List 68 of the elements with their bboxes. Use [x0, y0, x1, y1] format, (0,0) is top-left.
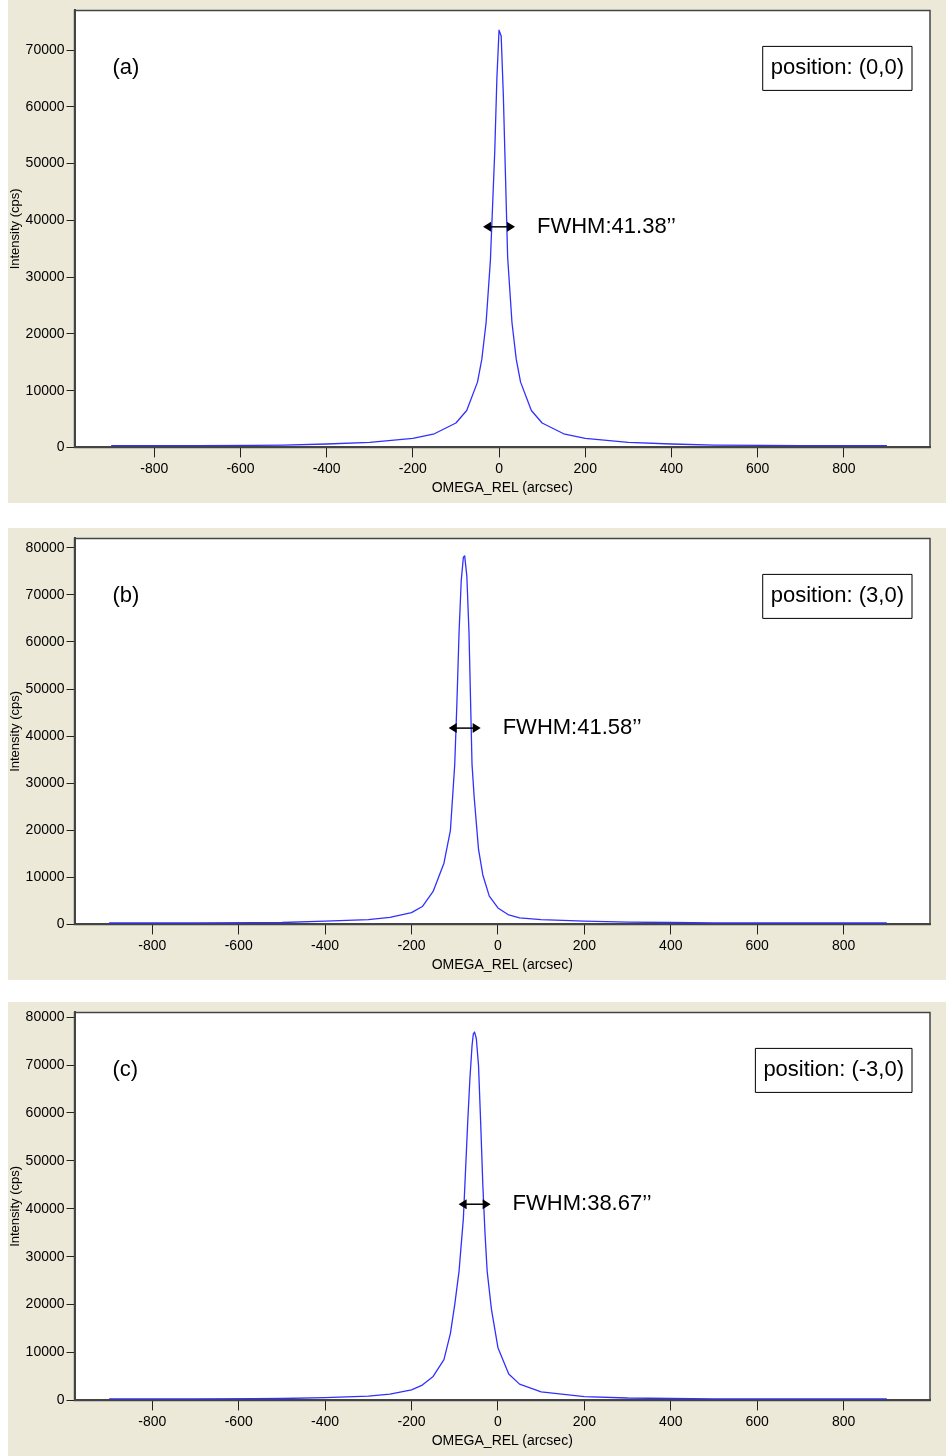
y-tick-label: 50000 [25, 679, 65, 696]
x-tick-label: 400 [659, 936, 683, 953]
y-tick-label: 20000 [25, 324, 65, 341]
y-tick-label: 50000 [25, 1151, 65, 1168]
y-tick-label: 50000 [25, 154, 65, 171]
x-tick-label: -800 [138, 1412, 167, 1429]
x-tick-label: -400 [311, 936, 340, 953]
y-tick-label: 40000 [25, 211, 65, 228]
x-tick-label: 600 [745, 936, 770, 953]
y-tick-label: 10000 [25, 868, 65, 885]
y-tick-label: 70000 [25, 40, 65, 57]
y-tick-label: 80000 [25, 538, 65, 555]
annotation: FWHM:41.38’’ [537, 212, 676, 238]
x-tick-label: 200 [572, 936, 597, 953]
y-axis-title: Intensity (cps) [7, 690, 23, 772]
y-tick-label: 80000 [25, 1008, 65, 1025]
y-tick-label: 30000 [25, 774, 65, 791]
x-tick-label: -400 [311, 1412, 340, 1429]
x-tick-label: 0 [494, 1412, 503, 1429]
y-tick-label: 0 [56, 438, 65, 455]
annotation: position: (-3,0) [763, 1056, 904, 1082]
annotation: FWHM:38.67’’ [512, 1190, 652, 1216]
y-tick-label: 60000 [25, 97, 65, 114]
x-tick-label: 800 [832, 459, 856, 476]
y-tick-label: 70000 [25, 585, 65, 602]
y-tick-label: 30000 [25, 1247, 65, 1264]
x-tick-label: -800 [138, 936, 167, 953]
y-tick-label: 60000 [25, 1103, 65, 1120]
y-tick-label: 10000 [25, 1343, 65, 1360]
x-axis-title: OMEGA_REL (arcsec) [431, 479, 573, 496]
y-axis-title: Intensity (cps) [7, 188, 23, 270]
x-tick-label: 800 [831, 1412, 856, 1429]
y-tick-label: 60000 [25, 632, 65, 649]
y-tick-label: 20000 [25, 1295, 65, 1312]
y-tick-label: 30000 [25, 268, 65, 284]
annotation: (b) [112, 582, 140, 608]
x-tick-label: 400 [659, 1412, 683, 1429]
x-tick-label: 200 [572, 1412, 597, 1429]
y-axis-title: Intensity (cps) [7, 1165, 23, 1247]
y-tick-label: 10000 [25, 381, 65, 398]
x-axis-title: OMEGA_REL (arcsec) [431, 956, 573, 973]
y-tick-label: 40000 [25, 1199, 65, 1216]
x-tick-label: 600 [745, 1412, 770, 1429]
annotation: position: (0,0) [770, 54, 904, 80]
x-tick-label: 0 [494, 936, 503, 953]
y-tick-label: 40000 [25, 726, 65, 743]
x-tick-label: -800 [140, 459, 169, 476]
x-axis-title: OMEGA_REL (arcsec) [431, 1432, 573, 1449]
annotation: FWHM:41.58’’ [502, 714, 642, 740]
y-tick-label: 20000 [25, 821, 65, 838]
x-tick-label: -600 [226, 459, 255, 476]
x-tick-label: -600 [224, 1412, 253, 1429]
x-tick-label: 600 [745, 459, 770, 476]
y-tick-label: 70000 [25, 1055, 65, 1072]
x-tick-label: 400 [659, 459, 684, 476]
y-tick-label: 0 [56, 915, 65, 932]
annotation: position: (3,0) [770, 582, 904, 608]
annotation: (c) [112, 1056, 139, 1082]
y-tick-label: 0 [56, 1391, 65, 1408]
x-tick-label: -200 [397, 1412, 426, 1429]
x-tick-label: 0 [495, 459, 504, 476]
x-tick-label: -600 [224, 936, 253, 953]
x-tick-label: 200 [573, 459, 598, 476]
x-tick-label: -400 [312, 459, 341, 476]
x-tick-label: -200 [398, 459, 428, 476]
x-tick-label: -200 [397, 936, 426, 953]
annotation: (a) [112, 54, 140, 80]
x-tick-label: 800 [831, 936, 856, 953]
